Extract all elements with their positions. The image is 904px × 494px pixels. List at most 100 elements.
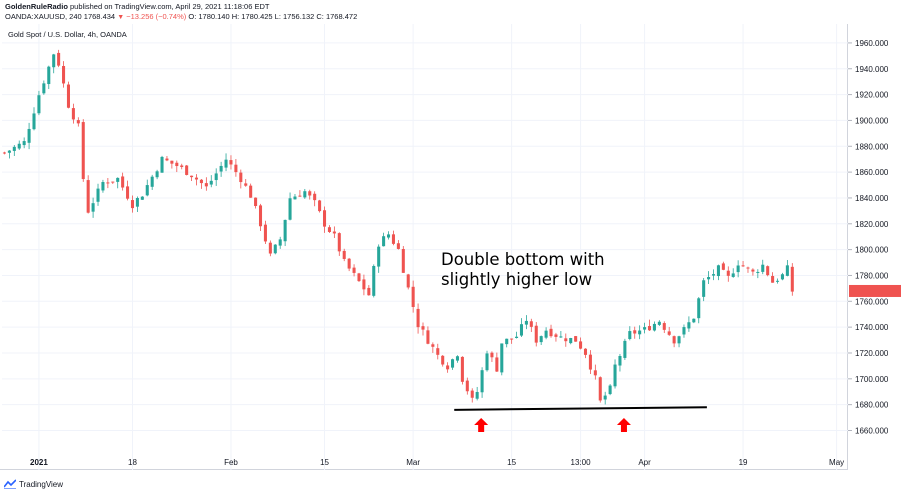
candle-body	[268, 242, 272, 254]
publisher-name: GoldenRuleRadio	[5, 2, 68, 11]
candle-body	[293, 196, 297, 200]
x-tick-label: 18	[128, 458, 137, 467]
candle-body	[411, 286, 415, 307]
candle-body	[426, 330, 430, 344]
candle-body	[396, 243, 400, 249]
tradingview-icon	[4, 479, 16, 489]
candle-body	[416, 308, 420, 328]
candle-body	[515, 336, 519, 339]
x-tick-label: 2021	[30, 458, 48, 467]
candle-body	[667, 331, 671, 335]
candle-body	[204, 183, 208, 187]
candle-body	[603, 395, 607, 400]
candle-body	[214, 173, 218, 181]
candle-body	[322, 210, 327, 227]
publish-info: GoldenRuleRadio published on TradingView…	[5, 2, 269, 11]
y-tick-label: 1740.000	[855, 323, 889, 332]
candle-body	[638, 330, 642, 335]
candle-body	[647, 326, 652, 331]
x-tick-label: Feb	[224, 458, 238, 467]
candle-body	[756, 271, 760, 273]
candle-body	[170, 160, 174, 164]
tradingview-logo[interactable]: TradingView	[4, 479, 63, 489]
candle-body	[475, 392, 479, 399]
candle-body	[249, 185, 253, 198]
candle-body	[332, 231, 336, 234]
red-up-arrow-icon	[616, 418, 631, 432]
candle-body	[593, 370, 597, 376]
candle-body	[746, 267, 750, 269]
candle-body	[303, 191, 307, 198]
candle-body	[519, 324, 524, 336]
candle-body	[608, 385, 612, 395]
candle-body	[766, 266, 770, 276]
candle-body	[775, 280, 780, 282]
candle-body	[244, 183, 248, 186]
candle-body	[451, 359, 455, 368]
annotation-line-1: Double bottom with	[441, 250, 605, 269]
candle-body	[52, 54, 56, 68]
candle-body	[441, 355, 445, 365]
candle-body	[318, 200, 322, 212]
candle-body	[677, 336, 681, 344]
candle-body	[618, 356, 622, 366]
candle-body	[258, 205, 263, 227]
pattern-annotation: Double bottom with slightly higher low	[441, 250, 605, 290]
candle-body	[633, 330, 637, 334]
candle-body	[130, 200, 135, 209]
candle-body	[263, 224, 267, 242]
candle-body	[500, 343, 504, 373]
y-tick-label: 1820.000	[855, 220, 889, 229]
candle-body	[288, 198, 292, 220]
candle-body	[377, 246, 381, 267]
candle-body	[549, 328, 553, 337]
candle-body	[731, 273, 735, 277]
candle-body	[613, 364, 617, 387]
candle-body	[224, 159, 228, 168]
candle-body	[347, 258, 351, 269]
candle-body	[446, 365, 450, 370]
x-tick-label: 15	[507, 458, 516, 467]
candle-body	[529, 321, 533, 327]
candle-body	[219, 165, 223, 172]
candle-body	[652, 323, 656, 331]
candle-body	[62, 65, 66, 84]
candle-body	[534, 325, 538, 343]
candle-body	[736, 265, 740, 273]
y-tick-label: 1880.000	[855, 142, 889, 151]
candle-body	[91, 203, 95, 212]
candle-body	[662, 323, 666, 330]
candle-body	[357, 273, 361, 282]
candle-body	[687, 322, 691, 329]
candle-body	[495, 357, 499, 372]
candle-body	[643, 327, 647, 330]
candle-body	[37, 95, 41, 114]
candle-body	[524, 320, 528, 325]
candle-body	[239, 172, 243, 183]
candle-body	[126, 186, 130, 199]
candle-body	[165, 158, 169, 161]
ohlc-values: O: 1780.140 H: 1780.425 L: 1756.132 C: 1…	[188, 12, 358, 21]
candle-body	[278, 239, 282, 246]
price-change: −13.256 (−0.74%)	[126, 12, 187, 21]
candle-body	[2, 152, 6, 154]
candle-body	[623, 340, 627, 358]
tradingview-label: TradingView	[19, 479, 64, 489]
candle-body	[544, 330, 548, 338]
y-tick-label: 1920.000	[855, 91, 889, 100]
candle-body	[86, 180, 90, 213]
instrument-label: Gold Spot / U.S. Dollar, 4h, OANDA	[8, 30, 127, 39]
candle-body	[27, 128, 31, 143]
candle-body	[71, 108, 75, 120]
last-price: 1768.434	[83, 12, 116, 21]
candle-body	[436, 348, 440, 355]
candle-body	[692, 318, 696, 323]
candle-body	[702, 280, 706, 297]
y-tick-label: 1720.000	[855, 349, 889, 358]
candle-body	[751, 269, 755, 272]
candle-body	[406, 274, 410, 288]
y-tick-label: 1700.000	[855, 375, 889, 384]
candle-body	[106, 182, 110, 184]
candle-body	[190, 175, 194, 178]
